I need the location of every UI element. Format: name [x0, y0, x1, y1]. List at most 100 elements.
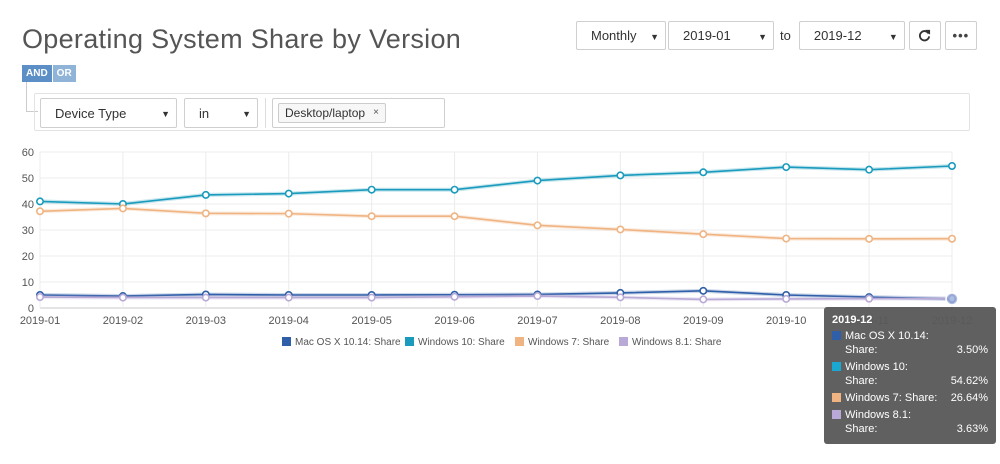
win7-point	[450, 212, 459, 221]
win81-point	[616, 293, 625, 302]
to-date-select[interactable]: 2019-12 ▼	[798, 20, 905, 50]
win7-point	[616, 225, 625, 234]
mac-point	[699, 286, 708, 295]
legend-label: Windows 8.1: Share	[632, 337, 722, 348]
tooltip-label: Windows 8.1: Share:	[845, 409, 912, 435]
win81-point	[533, 292, 542, 301]
win7-point	[201, 209, 210, 218]
win10-point	[865, 165, 874, 174]
to-date-value: 2019-12	[813, 27, 862, 43]
filter-field-value: Device Type	[55, 105, 127, 121]
win10-point	[201, 190, 210, 199]
legend-swatch	[405, 337, 414, 346]
filter-operator-value: in	[199, 105, 210, 121]
y-tick-label: 10	[22, 277, 34, 289]
win81-point	[367, 293, 376, 302]
or-button[interactable]: OR	[52, 65, 76, 82]
date-controls: Monthly ▼ 2019-01 ▼ to 2019-12 ▼ •••	[576, 20, 977, 50]
close-icon[interactable]: ×	[373, 107, 379, 118]
page-title: Operating System Share by Version	[22, 24, 462, 54]
win10-point	[284, 189, 293, 198]
mac-line	[39, 290, 953, 300]
x-tick-label: 2019-08	[600, 315, 640, 327]
legend-swatch	[619, 337, 628, 346]
tooltip-value: 3.63%	[956, 423, 988, 435]
legend-swatch	[282, 337, 291, 346]
x-tick-label: 2019-01	[20, 315, 60, 327]
more-options-button[interactable]: •••	[944, 20, 977, 50]
filter-row	[34, 93, 970, 131]
and-button[interactable]: AND	[22, 65, 52, 82]
y-tick-label: 20	[22, 251, 34, 263]
tooltip-row-win7: Windows 7: Share: 26.64%	[832, 391, 988, 405]
tooltip-row-win10: Windows 10: Share: 54.62%	[832, 360, 988, 388]
win81-swatch	[832, 410, 841, 419]
refresh-icon	[919, 29, 931, 41]
line-chart: 0 10 20 30 40 50 60 2019-01 2019-02 2019-03 2019-0…	[20, 147, 972, 348]
filter-operator-select[interactable]: in ▼	[184, 98, 258, 128]
chart-tooltip: 2019-12 Mac OS X 10.14: Share: 3.50% Win…	[824, 307, 996, 444]
win10-point	[616, 171, 625, 180]
from-date-value: 2019-01	[683, 27, 731, 43]
filter-chip: Desktop/laptop ×	[278, 103, 386, 123]
win81-point	[782, 294, 791, 303]
y-tick-label: 30	[22, 225, 34, 237]
x-tick-label: 2019-05	[351, 315, 391, 327]
win10-point	[947, 161, 956, 170]
y-tick-label: 60	[22, 147, 34, 159]
win81-point	[118, 293, 127, 302]
legend-swatch	[515, 337, 524, 346]
win81-point	[201, 293, 210, 302]
y-tick-label: 40	[22, 199, 34, 211]
tooltip-value: 3.50%	[956, 344, 988, 356]
win7-point	[118, 204, 127, 213]
mac-swatch	[832, 331, 841, 340]
x-tick-label: 2019-02	[103, 315, 143, 327]
win81-point	[35, 293, 44, 302]
tooltip-title: 2019-12	[832, 314, 873, 326]
from-date-select[interactable]: 2019-01 ▼	[668, 20, 774, 50]
win81-line	[39, 295, 953, 301]
win7-point	[865, 234, 874, 243]
x-tick-label: 2019-04	[269, 315, 309, 327]
tooltip-label: Windows 10: Share:	[845, 361, 908, 387]
tooltip-value: 54.62%	[950, 375, 988, 387]
legend-label: Mac OS X 10.14: Share	[295, 337, 401, 348]
refresh-button[interactable]	[908, 20, 941, 50]
x-tick-label: 2019-09	[683, 315, 723, 327]
tooltip-label: Mac OS X 10.14: Share:	[845, 330, 929, 356]
x-tick-label: 2019-03	[186, 315, 226, 327]
win7-point	[284, 209, 293, 218]
logic-toggle: AND OR	[22, 65, 76, 82]
ellipsis-icon: •••	[952, 27, 970, 43]
win10-point	[35, 197, 44, 206]
y-tick-label: 0	[28, 303, 34, 315]
legend-label: Windows 10: Share	[418, 337, 505, 348]
tooltip-row-win81: Windows 8.1: Share: 3.63%	[832, 408, 988, 436]
win10-point	[782, 163, 791, 172]
win7-point	[699, 230, 708, 239]
filter-value-input[interactable]: Desktop/laptop ×	[272, 98, 445, 128]
win7-line	[39, 207, 953, 240]
win10-point	[367, 185, 376, 194]
win7-point	[947, 234, 956, 243]
tooltip-value: 26.64%	[950, 392, 988, 404]
x-tick-label: 2019-06	[434, 315, 474, 327]
win7-swatch	[832, 393, 841, 402]
tooltip-row-mac: Mac OS X 10.14: Share: 3.50%	[832, 329, 988, 357]
win81-point	[284, 293, 293, 302]
chevron-down-icon: ▼	[758, 31, 767, 42]
chevron-down-icon: ▼	[650, 31, 659, 42]
period-select[interactable]: Monthly ▼	[576, 20, 666, 50]
filter-field-select[interactable]: Device Type ▼	[40, 98, 177, 128]
chevron-down-icon: ▼	[888, 31, 898, 42]
win10-point	[450, 185, 459, 194]
win81-point	[865, 294, 874, 303]
win10-point	[533, 176, 542, 185]
tooltip-label: Windows 7: Share:	[845, 392, 938, 404]
win10-swatch	[832, 362, 841, 371]
chevron-down-icon: ▼	[161, 109, 170, 119]
hover-point	[945, 292, 959, 306]
x-tick-label: 2019-10	[766, 315, 806, 327]
win81-point	[699, 295, 708, 304]
